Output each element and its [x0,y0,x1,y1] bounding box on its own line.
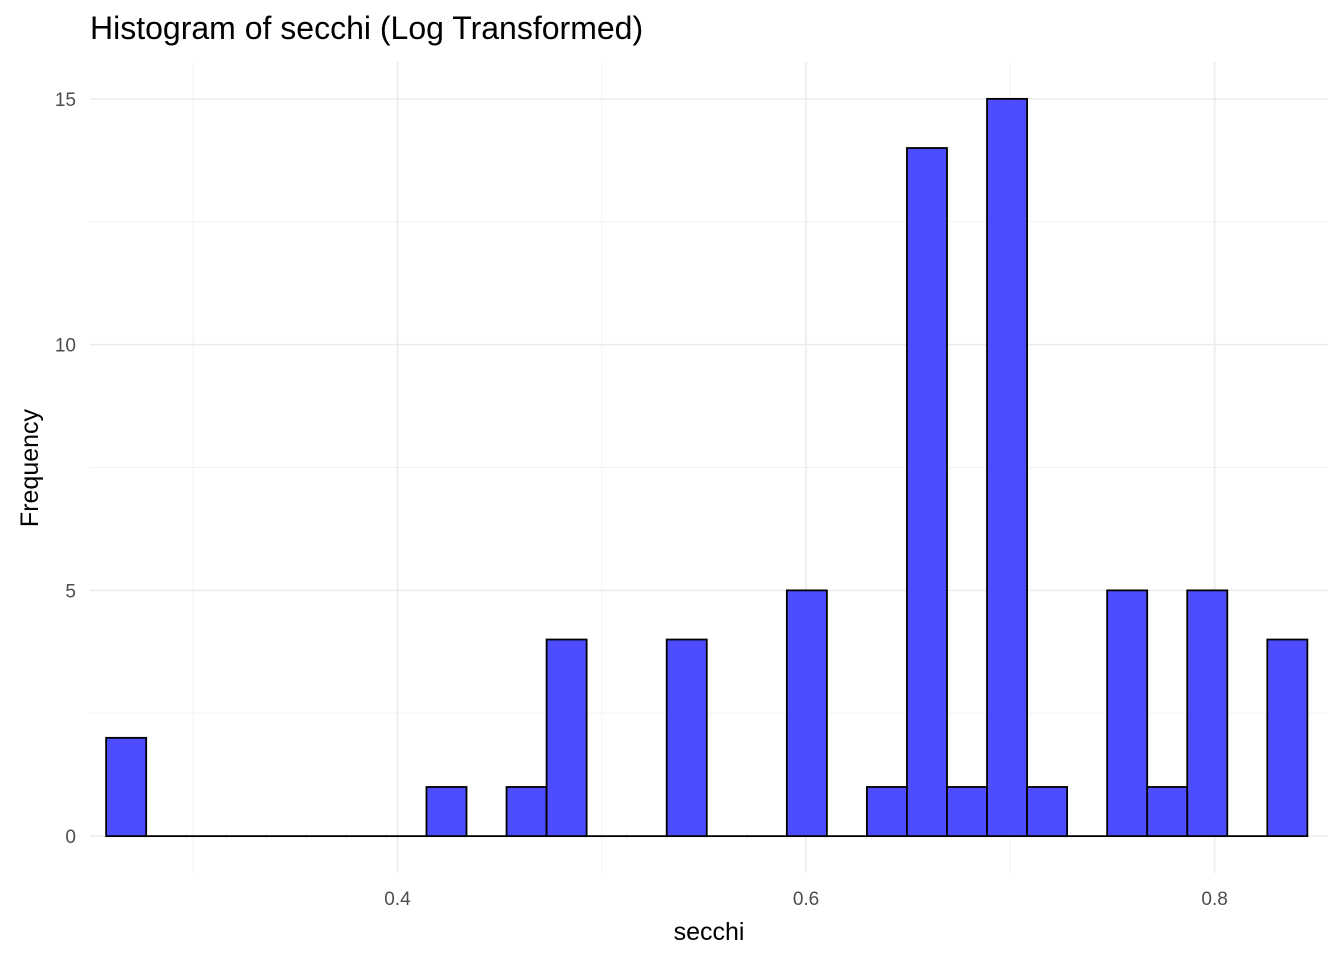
histogram-bar [545,638,588,838]
histogram-bar [906,147,948,838]
histogram-bars [105,97,1309,838]
histogram-bar [986,97,1028,838]
y-tick-label: 5 [65,581,76,602]
x-tick-label: 0.4 [384,889,411,910]
x-tick-label: 0.8 [1201,889,1227,910]
histogram-bar [1106,589,1149,838]
y-axis-title: Frequency [16,408,44,527]
x-axis-tick-labels: 0.4 0.6 0.8 [384,889,1228,910]
y-tick-label: 10 [55,336,76,357]
histogram-bar [425,786,468,838]
histogram-bar [946,786,988,838]
histogram-bar [105,736,148,838]
histogram-bar [1186,589,1229,838]
histogram-bar [505,786,548,838]
y-tick-label: 0 [65,827,76,848]
histogram-bar [785,589,828,838]
histogram-bar [866,786,908,838]
x-axis-title: secchi [674,918,745,946]
histogram-bar [1266,638,1309,838]
chart-title: Histogram of secchi (Log Transformed) [90,10,644,46]
histogram-bar [1146,786,1189,838]
histogram-bar [1026,786,1069,838]
histogram-bar [665,638,708,838]
y-axis-tick-labels: 0 5 10 15 [55,90,76,848]
y-tick-label: 15 [55,90,76,111]
x-tick-label: 0.6 [793,889,819,910]
